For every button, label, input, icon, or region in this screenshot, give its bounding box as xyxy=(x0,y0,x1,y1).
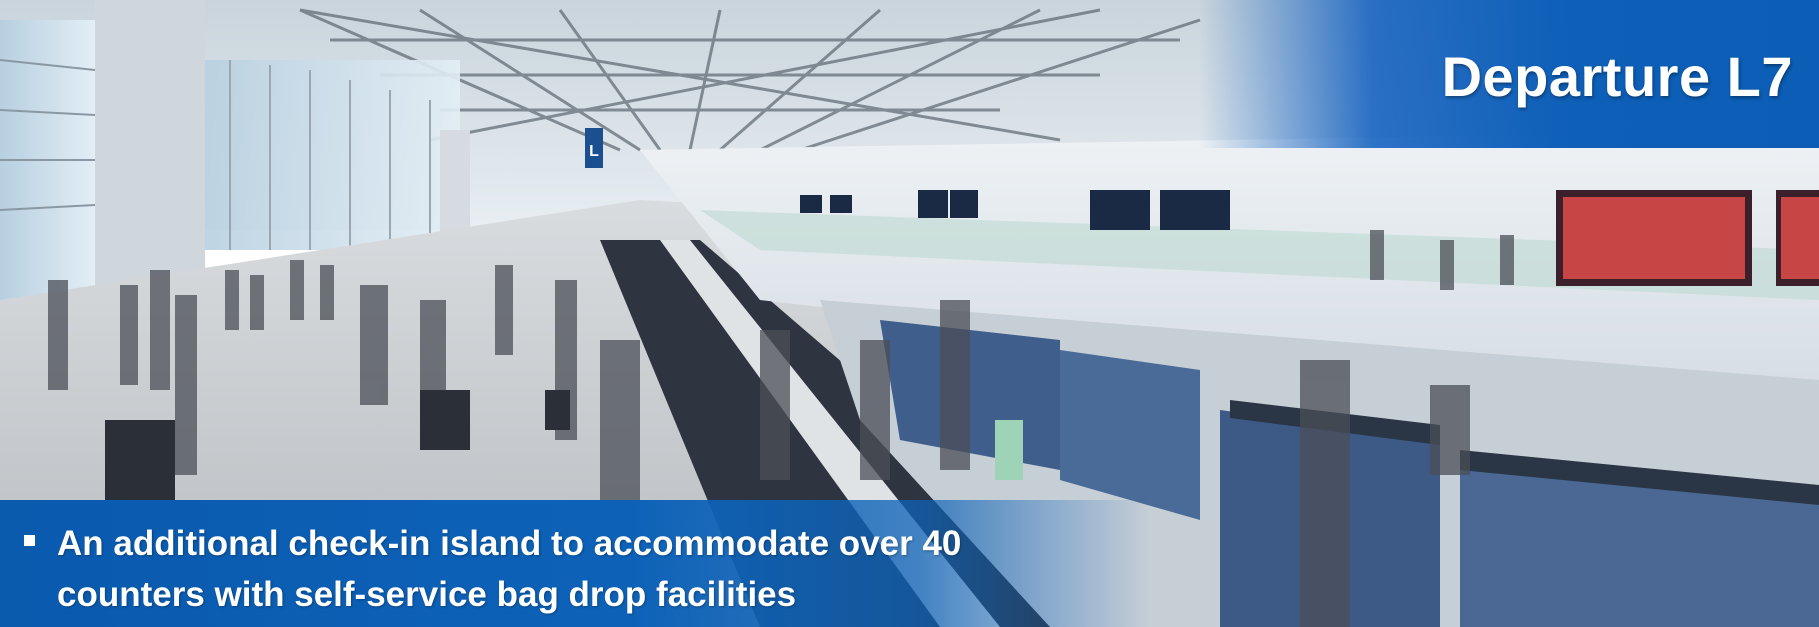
gate-sign-letter: L xyxy=(589,143,599,160)
bullet-text-line-1: An additional check-in island to accommo… xyxy=(57,524,962,563)
bullet-text: An additional check-in island to accommo… xyxy=(57,518,961,620)
square-bullet-icon xyxy=(24,535,35,546)
bullet-caption: An additional check-in island to accommo… xyxy=(24,518,1104,620)
caption-band xyxy=(0,500,1150,627)
bullet-text-line-2: counters with self-service bag drop faci… xyxy=(57,575,797,614)
slide-title: Departure L7 xyxy=(1441,45,1793,108)
title-banner xyxy=(1199,0,1819,148)
